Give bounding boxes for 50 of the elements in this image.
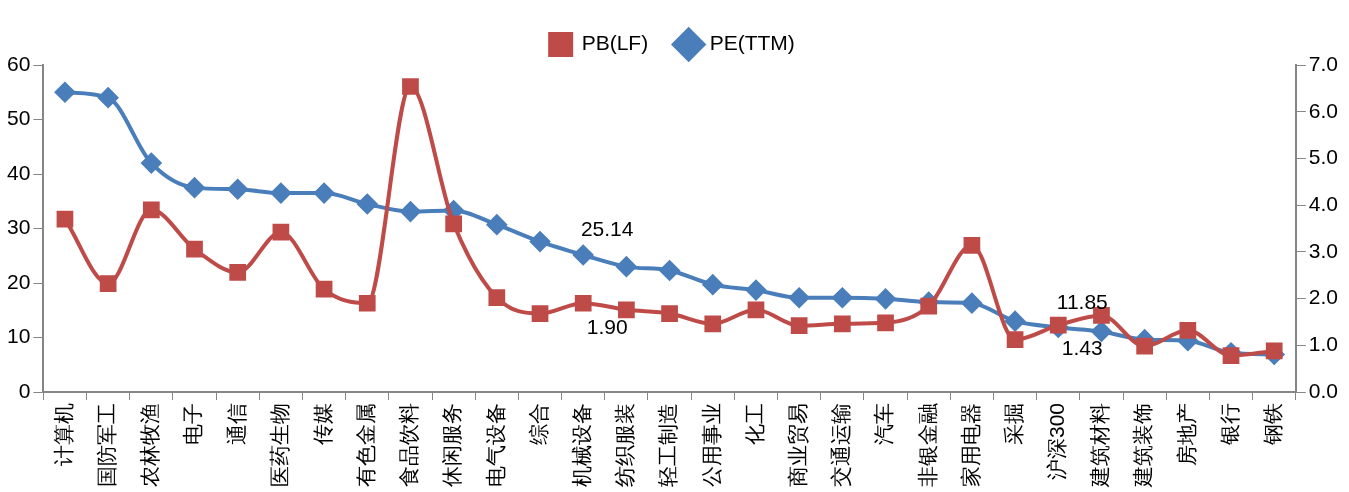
- y-tick-label: 10: [7, 324, 31, 348]
- legend-label: PB(LF): [581, 31, 649, 55]
- x-tick-label: 医药生物: [267, 403, 291, 487]
- data-label: 25.14: [580, 217, 634, 241]
- data-label: 11.85: [1056, 289, 1108, 313]
- y-tick-label: 20: [7, 269, 31, 293]
- x-tick-label: 家用电器: [958, 403, 982, 487]
- y2-tick-label: 6.0: [1308, 98, 1339, 122]
- x-tick-label: 国防军工: [94, 403, 118, 487]
- x-tick-label: 银行: [1217, 403, 1241, 446]
- x-tick-label: 采掘: [1001, 403, 1025, 445]
- x-tick-label: 传媒: [310, 403, 334, 445]
- y2-tick-label: 3.0: [1308, 238, 1339, 262]
- x-tick-label: 非银金融: [915, 403, 939, 487]
- x-tick-label: 休闲服务: [440, 403, 464, 487]
- x-tick-label: 化工: [742, 403, 766, 445]
- x-tick-label: 通信: [224, 403, 248, 445]
- data-label: 1.43: [1061, 336, 1103, 360]
- x-tick-label: 建筑装饰: [1131, 403, 1155, 488]
- y-tick-label: 30: [7, 215, 31, 239]
- x-tick-label: 汽车: [872, 403, 896, 445]
- x-tick-label: 有色金属: [354, 403, 378, 487]
- y-tick-label: 0: [18, 378, 31, 402]
- legend-label: PE(TTM): [709, 31, 795, 55]
- y2-tick-label: 7.0: [1308, 51, 1339, 75]
- y2-tick-label: 4.0: [1308, 191, 1339, 215]
- x-tick-label: 建筑材料: [1088, 403, 1112, 488]
- x-tick-label: 钢铁: [1261, 403, 1285, 446]
- y-tick-label: 40: [7, 160, 31, 184]
- x-tick-label: 轻工制造: [656, 403, 680, 487]
- x-tick-label: 沪深300: [1045, 403, 1069, 481]
- y-tick-label: 50: [7, 106, 31, 130]
- x-tick-label: 公用事业: [699, 403, 723, 487]
- x-tick-label: 综合: [526, 403, 550, 445]
- x-tick-label: 房地产: [1174, 403, 1198, 466]
- y2-tick-label: 1.0: [1308, 332, 1339, 356]
- x-tick-label: 电气设备: [483, 403, 507, 487]
- y-tick-label: 60: [7, 51, 31, 75]
- y2-tick-label: 5.0: [1308, 145, 1339, 169]
- x-tick-label: 交通运输: [829, 403, 853, 487]
- y2-tick-label: 2.0: [1308, 285, 1339, 309]
- x-tick-label: 电子: [181, 403, 205, 445]
- x-tick-label: 计算机: [51, 403, 75, 466]
- x-tick-label: 机械设备: [570, 403, 593, 487]
- x-tick-label: 农林牧渔: [138, 403, 162, 487]
- x-tick-label: 食品饮料: [397, 403, 421, 487]
- x-tick-label: 商业贸易: [785, 403, 809, 487]
- y2-tick-label: 0.0: [1308, 378, 1339, 402]
- x-tick-label: 纺织服装: [613, 403, 637, 487]
- data-label: 1.90: [586, 314, 628, 338]
